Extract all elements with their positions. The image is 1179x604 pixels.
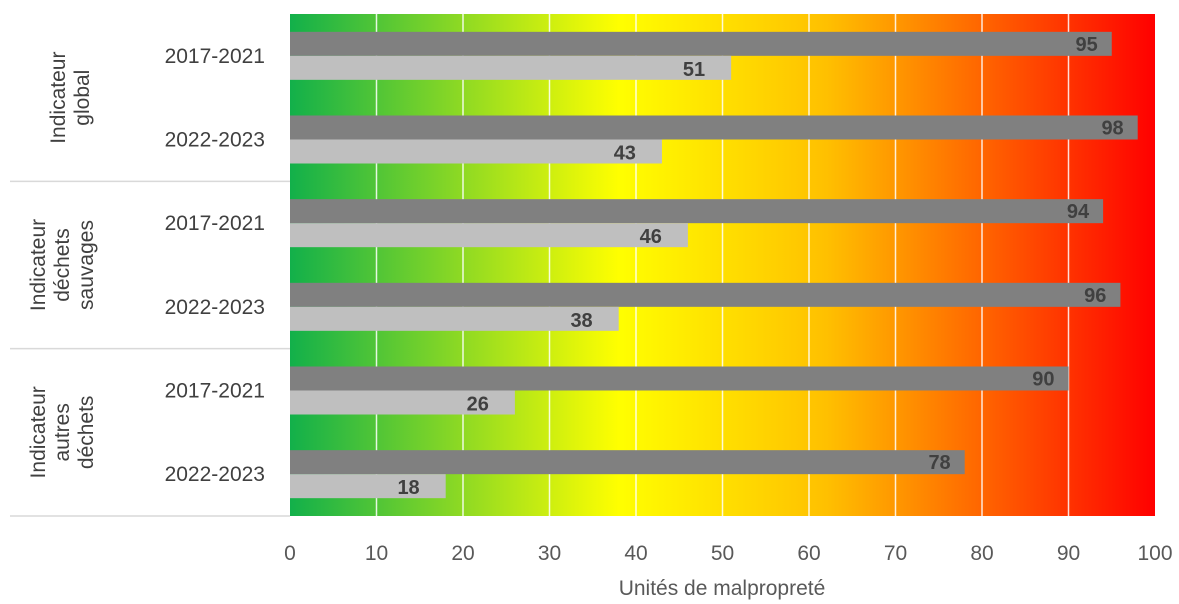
- x-tick-label: 0: [284, 542, 296, 565]
- x-tick-label: 100: [1137, 542, 1172, 565]
- group-label-line: sauvages: [75, 220, 98, 310]
- data-label-dark: 90: [1032, 369, 1054, 391]
- gridlines: [10, 14, 1070, 517]
- x-tick-label: 30: [538, 542, 561, 565]
- group-label-line: global: [71, 70, 94, 126]
- bar-light: [290, 223, 688, 248]
- bar-dark: [290, 450, 965, 475]
- category-label: 2017-2021: [165, 380, 265, 403]
- data-label-dark: 95: [1076, 34, 1098, 56]
- data-label-dark: 78: [928, 452, 950, 474]
- category-label: 2022-2023: [165, 296, 265, 319]
- bar-light: [290, 55, 732, 80]
- data-label-light: 38: [570, 310, 592, 332]
- x-tick-label: 40: [624, 542, 647, 565]
- x-tick-label: 10: [365, 542, 388, 565]
- x-tick-label: 50: [711, 542, 734, 565]
- group-label-line: déchets: [51, 228, 74, 302]
- bar-dark: [290, 115, 1138, 140]
- data-label-dark: 94: [1067, 201, 1090, 223]
- group-label-line: Indicateur: [47, 52, 70, 144]
- data-label-light: 26: [467, 394, 489, 416]
- category-label: 2017-2021: [165, 45, 265, 68]
- bar-light: [290, 139, 662, 164]
- bar-dark: [290, 366, 1069, 391]
- group-label-line: autres: [51, 403, 74, 461]
- data-label-light: 46: [640, 226, 662, 248]
- x-tick-label: 20: [451, 542, 474, 565]
- bar-dark: [290, 199, 1104, 224]
- data-label-light: 51: [683, 59, 705, 81]
- bars: [290, 31, 1138, 499]
- bar-light: [290, 474, 446, 499]
- data-label-dark: 98: [1101, 118, 1123, 140]
- x-axis-title: Unités de malpropreté: [619, 577, 826, 600]
- x-tick-label: 90: [1057, 542, 1080, 565]
- group-label-line: Indicateur: [27, 219, 50, 311]
- data-label-light: 43: [614, 143, 636, 165]
- bar-dark: [290, 31, 1112, 56]
- group-label-line: déchets: [75, 396, 98, 470]
- data-label-light: 18: [397, 477, 419, 499]
- category-label: 2022-2023: [165, 463, 265, 486]
- group-label-line: Indicateur: [27, 386, 50, 478]
- labels: 0 10 20 30 40 50 60 70 80 90 100 95 51 2017-2021 98 43 2…: [27, 34, 1173, 565]
- bar-dark: [290, 282, 1121, 307]
- category-label: 2022-2023: [165, 129, 265, 152]
- x-tick-label: 70: [884, 542, 907, 565]
- category-label: 2017-2021: [165, 212, 265, 235]
- x-tick-label: 60: [797, 542, 820, 565]
- bar-light: [290, 390, 515, 415]
- x-tick-label: 80: [970, 542, 993, 565]
- data-label-dark: 96: [1084, 285, 1106, 307]
- bar-light: [290, 306, 619, 331]
